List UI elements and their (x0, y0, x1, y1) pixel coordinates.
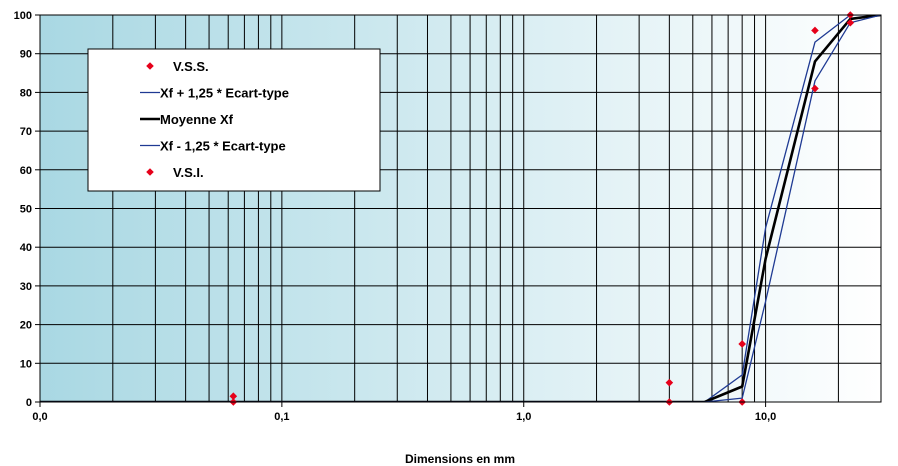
y-tick-label: 80 (20, 87, 32, 99)
legend-label-xf-1-25-ecart-type: Xf + 1,25 * Ecart-type (160, 86, 289, 101)
legend-label-xf-1-25-ecart-type: Xf - 1,25 * Ecart-type (160, 139, 286, 154)
data-point-v-s-s (738, 340, 746, 348)
y-tick-label: 100 (14, 10, 32, 22)
data-point-v-s-i (811, 84, 819, 93)
y-tick-label: 60 (20, 165, 32, 177)
y-tick-label: 30 (20, 281, 32, 293)
y-tick-label: 90 (20, 49, 32, 61)
legend-swatch-v-s-i (146, 168, 154, 176)
y-tick-label: 50 (20, 204, 32, 216)
x-tick-label: 0,1 (274, 411, 289, 423)
y-tick-label: 10 (20, 358, 32, 370)
data-point-v-s-s (229, 392, 238, 400)
legend: V.S.S. Xf + 1,25 * Ecart-type Moyenne Xf Xf… (87, 48, 381, 192)
data-point-v-s-s (665, 378, 674, 387)
data-point-v-s-i (846, 18, 855, 27)
series-line-moyenne-xf (40, 15, 881, 402)
y-tick-label: 0 (26, 397, 32, 409)
x-axis-title: Dimensions en mm (405, 452, 515, 466)
x-tick-label: 10,0 (755, 411, 776, 423)
y-axis-ticks: 0 10 20 30 40 50 60 70 80 90 100 (14, 10, 40, 409)
data-point-v-s-s (811, 26, 819, 35)
x-tick-label: 0,0 (32, 411, 47, 423)
y-tick-label: 20 (20, 320, 32, 332)
legend-label-v-s-i: V.S.I. (173, 165, 204, 180)
legend-swatch-v-s-s (146, 62, 154, 70)
legend-box (87, 48, 381, 192)
legend-label-moyenne-xf: Moyenne Xf (160, 112, 234, 127)
series-line-xf-1-25-ecart-type (40, 15, 881, 402)
x-tick-label: 1,0 (516, 411, 531, 423)
legend-label-v-s-s: V.S.S. (173, 59, 209, 74)
x-axis-ticks: 0,0 0,1 1,0 10,0 (32, 402, 776, 423)
y-tick-label: 40 (20, 242, 32, 254)
y-tick-label: 70 (20, 126, 32, 138)
